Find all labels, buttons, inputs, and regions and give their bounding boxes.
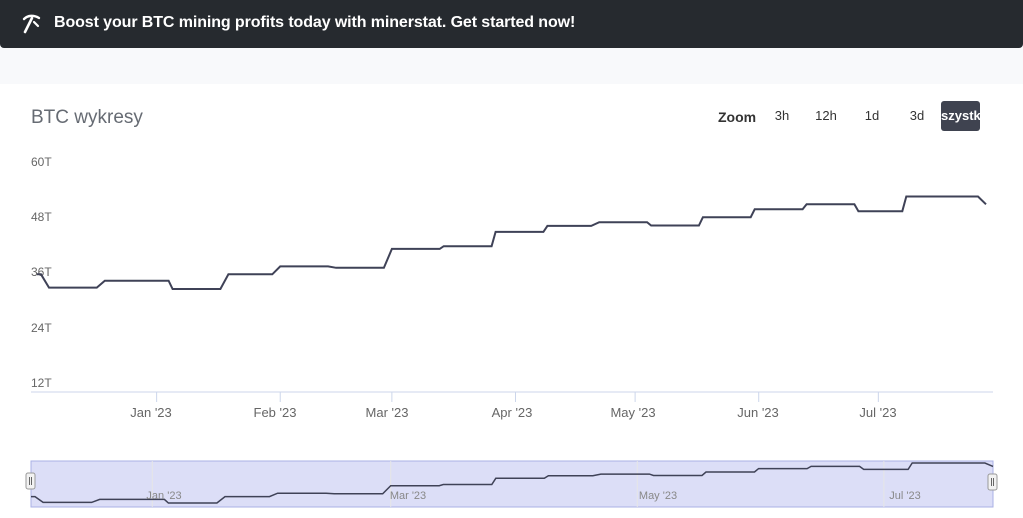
chart-title: BTC wykresy	[31, 107, 143, 128]
zoom-label: Zoom	[718, 109, 757, 125]
x-tick-label: Apr '23	[491, 405, 533, 420]
x-tick-label: Jun '23	[737, 405, 779, 420]
y-tick-label: 60T	[31, 155, 52, 169]
promo-banner[interactable]: Boost your BTC mining profits today with…	[0, 0, 1023, 48]
y-tick-label: 36T	[31, 265, 52, 279]
navigator-handle-right[interactable]	[987, 473, 998, 491]
navigator-mask[interactable]	[30, 460, 994, 508]
x-tick-label: Jul '23	[859, 405, 897, 420]
navigator-tick-label: Jul '23	[889, 490, 921, 502]
x-tick-label: May '23	[610, 405, 656, 420]
x-tick-label: Mar '23	[365, 405, 409, 420]
navigator-tick-label: May '23	[638, 490, 678, 502]
x-tick-label: Feb '23	[253, 405, 297, 420]
banner-text[interactable]: Boost your BTC mining profits today with…	[54, 14, 576, 31]
zoom-button-1d[interactable]: 1d	[864, 108, 880, 123]
navigator[interactable]	[25, 460, 998, 508]
series-line	[37, 195, 987, 290]
zoom-button-3d[interactable]: 3d	[909, 108, 925, 123]
chart-panel	[0, 84, 1023, 518]
x-tick-label: Jan '23	[130, 405, 172, 420]
navigator-handle-left[interactable]	[25, 472, 36, 490]
zoom-button-12h[interactable]: 12h	[815, 108, 837, 123]
navigator-tick-label: Jan '23	[146, 490, 182, 502]
pickaxe-icon	[22, 14, 41, 34]
zoom-button-3h[interactable]: 3h	[774, 108, 790, 123]
zoom-button-all[interactable]: szystk	[941, 101, 980, 131]
y-tick-label: 48T	[31, 210, 52, 224]
x-grid	[156, 392, 879, 402]
y-tick-label: 24T	[31, 321, 52, 335]
navigator-series-line	[31, 462, 994, 504]
navigator-tick-label: Mar '23	[389, 490, 427, 502]
y-tick-label: 12T	[31, 376, 52, 390]
